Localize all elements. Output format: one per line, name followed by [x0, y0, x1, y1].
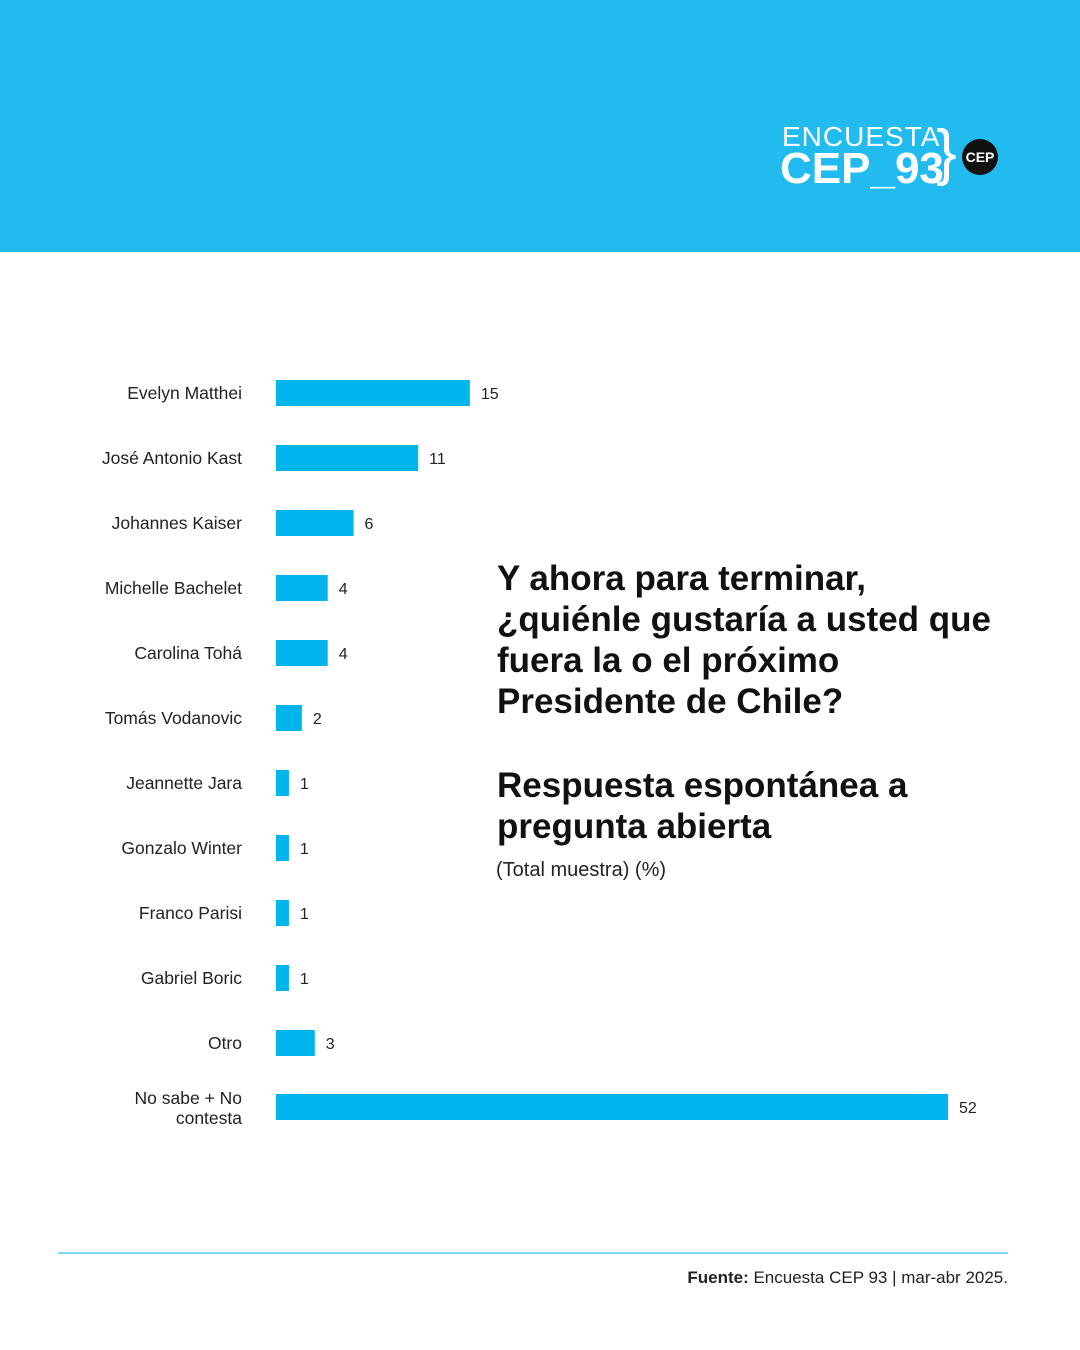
bar — [276, 380, 470, 406]
category-label: Jeannette Jara — [126, 773, 242, 793]
category-label: Gonzalo Winter — [121, 838, 242, 858]
bar — [276, 445, 419, 471]
bar — [276, 1030, 315, 1056]
category-label: Otro — [208, 1033, 242, 1053]
category-label: Carolina Tohá — [134, 643, 242, 663]
bar — [276, 575, 328, 601]
bar — [276, 770, 289, 796]
bar — [276, 510, 354, 536]
chart-question: Y ahora para terminar, ¿quiénle gustaría… — [497, 559, 991, 721]
category-label: Johannes Kaiser — [112, 513, 243, 533]
logo-brace-icon: } — [936, 118, 957, 187]
category-label: Evelyn Matthei — [127, 383, 242, 403]
logo-cep93-text: CEP_93 — [780, 144, 944, 193]
bar-value-label: 4 — [339, 646, 348, 663]
source-note: Fuente: Encuesta CEP 93 | mar-abr 2025. — [687, 1268, 1008, 1288]
bar — [276, 705, 302, 731]
bar-value-label: 52 — [959, 1100, 977, 1117]
bar — [276, 900, 289, 926]
category-label: No sabe + No contesta — [135, 1088, 243, 1128]
bar-value-label: 1 — [300, 841, 309, 858]
bar — [276, 640, 328, 666]
category-label: Tomás Vodanovic — [105, 708, 242, 728]
bar — [276, 965, 289, 991]
bar-value-label: 1 — [300, 776, 309, 793]
category-label: Michelle Bachelet — [105, 578, 242, 598]
sample-note: (Total muestra) (%) — [496, 859, 667, 881]
source-label: Fuente: — [687, 1268, 749, 1287]
bar-value-label: 4 — [339, 581, 348, 598]
bar — [276, 835, 289, 861]
bar-value-label: 1 — [300, 906, 309, 923]
bar-value-label: 11 — [429, 451, 446, 468]
bar-value-label: 1 — [300, 971, 309, 988]
category-label: Franco Parisi — [139, 903, 242, 923]
footer-divider — [58, 1252, 1008, 1254]
bar-value-label: 3 — [326, 1036, 335, 1053]
category-label: José Antonio Kast — [102, 448, 242, 468]
logo-encuesta-text: ENCUESTA — [782, 121, 941, 152]
category-label: Gabriel Boric — [141, 968, 242, 988]
cep-badge-icon: CEP — [962, 139, 998, 175]
header-banner: ENCUESTA CEP_93 } CEP — [0, 0, 1080, 252]
chart-subtitle: Respuesta espontánea a pregunta abierta — [497, 766, 908, 846]
source-text: Encuesta CEP 93 | mar-abr 2025. — [753, 1268, 1008, 1287]
bar-value-label: 6 — [365, 516, 374, 533]
bar — [276, 1094, 948, 1120]
bar-value-label: 2 — [313, 711, 322, 728]
bar-value-label: 15 — [481, 386, 499, 403]
